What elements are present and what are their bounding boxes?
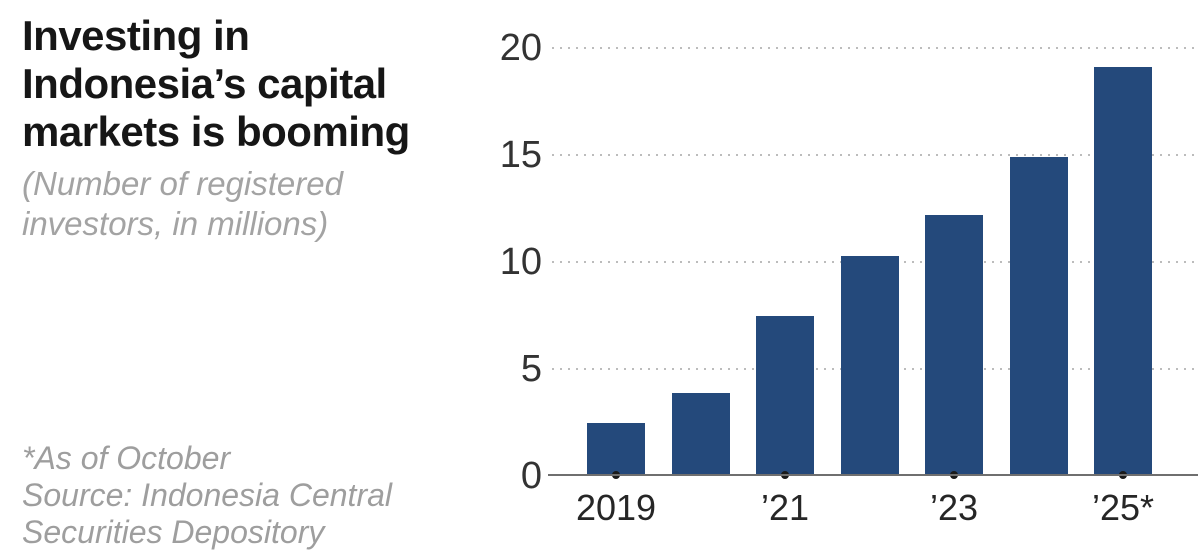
chart-subtitle-line: investors, in millions) (22, 205, 329, 242)
bar-2020 (671, 392, 730, 476)
x-tick-label-2021: ’21 (760, 487, 810, 528)
source-line: Source: Indonesia Central (22, 477, 392, 513)
bar-2021 (756, 315, 814, 476)
y-tick-label-20: 20 (499, 27, 542, 69)
plot-area: 2019 ’21 ’23 ’25* (550, 47, 1197, 528)
bar-2019 (587, 422, 645, 476)
chart-subtitle: (Number of registered investors, in mill… (22, 164, 343, 244)
y-axis: 0 5 10 15 20 (0, 27, 542, 518)
source-line: Securities Depository (22, 514, 325, 550)
gridline-20 (552, 47, 1197, 49)
bar-2025 (1094, 67, 1152, 476)
chart-title-line: Indonesia’s capital (22, 60, 387, 107)
chart-title: Investing in Indonesia’s capital markets… (22, 12, 410, 156)
bar-2024 (1009, 157, 1068, 476)
y-tick-label-5: 5 (520, 348, 542, 390)
bar-2022 (840, 255, 899, 476)
chart-subtitle-line: (Number of registered (22, 165, 343, 202)
y-tick-label-0: 0 (520, 455, 542, 497)
x-tick-label-2023: ’23 (929, 487, 979, 528)
footnote: *As of October (22, 440, 231, 476)
y-tick-label-10: 10 (499, 241, 542, 283)
chart-title-line: Investing in (22, 12, 250, 59)
x-axis-line (548, 474, 1198, 476)
gridline-15 (552, 154, 1197, 156)
chart-footer: *As of October Source: Indonesia Central… (22, 440, 392, 551)
bar-2023 (925, 214, 983, 476)
x-tick-label-2019: 2019 (575, 487, 657, 528)
chart-title-line: markets is booming (22, 108, 410, 155)
x-tick-label-2025: ’25* (1091, 487, 1155, 528)
y-tick-label-15: 15 (499, 134, 542, 176)
